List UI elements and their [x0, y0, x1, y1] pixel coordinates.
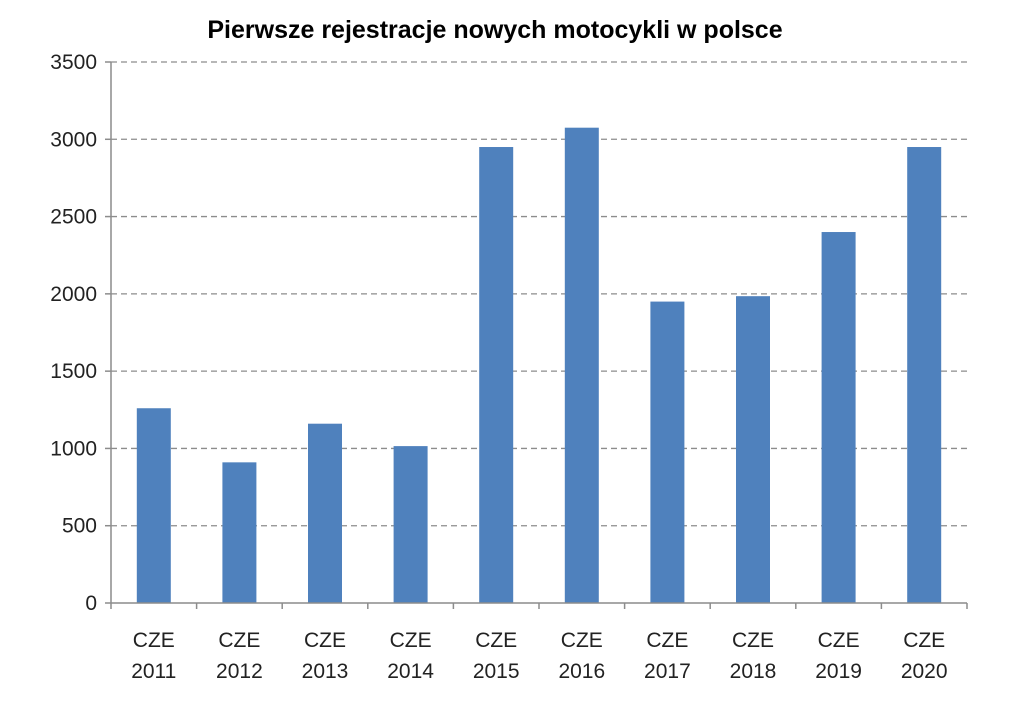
x-tick-label-line: 2015: [473, 660, 520, 683]
x-tick-label: CZE 2014: [387, 629, 434, 683]
x-tick-label-line: 2017: [644, 660, 691, 683]
bars: [136, 127, 942, 603]
y-tick-label: 2000: [50, 283, 97, 306]
x-tick-label-line: 2016: [558, 660, 605, 683]
x-tick-label-line: CZE: [390, 629, 432, 652]
x-tick-label-line: CZE: [561, 629, 603, 652]
y-tick-label: 0: [85, 592, 97, 615]
bar: [222, 462, 257, 603]
bar: [564, 127, 599, 603]
x-tick-label-line: CZE: [732, 629, 774, 652]
x-tick-label-line: CZE: [133, 629, 175, 652]
y-tick-label: 3500: [50, 51, 97, 74]
y-tick-label: 2500: [50, 206, 97, 229]
x-tick-label-line: 2019: [815, 660, 862, 683]
x-tick-label: CZE 2013: [302, 629, 349, 683]
x-tick-label-line: 2020: [901, 660, 948, 683]
x-tick-label-line: CZE: [304, 629, 346, 652]
y-tick-label: 1500: [50, 360, 97, 383]
x-tick-label: CZE 2019: [815, 629, 862, 683]
bar: [393, 446, 428, 603]
x-tick-label-line: 2012: [216, 660, 263, 683]
x-tick-label: CZE 2011: [131, 629, 176, 683]
x-tick-label-line: CZE: [818, 629, 860, 652]
x-tick-label: CZE 2015: [473, 629, 520, 683]
x-tick-label-line: 2018: [730, 660, 777, 683]
x-axis-labels: CZE 2011 CZE 2012 CZE 2013 CZE 2014 CZE 2015 CZE 20…: [131, 629, 947, 683]
x-tick-label-line: CZE: [646, 629, 688, 652]
y-tick-label: 500: [62, 515, 97, 538]
bar: [650, 301, 685, 603]
x-tick-label-line: CZE: [475, 629, 517, 652]
y-tick-label: 3000: [50, 128, 97, 151]
x-tick-label: CZE 2018: [730, 629, 777, 683]
x-tick-label-line: 2013: [302, 660, 349, 683]
bar: [308, 423, 342, 603]
x-tick-label: CZE 2017: [644, 629, 691, 683]
x-tick-label-line: 2011: [131, 660, 176, 683]
y-tick-label: 1000: [50, 437, 97, 460]
x-tick-label-line: CZE: [903, 629, 945, 652]
bar: [821, 232, 856, 603]
x-tick-label: CZE 2016: [558, 629, 605, 683]
x-tick-label: CZE 2020: [901, 629, 948, 683]
x-tick-label-line: CZE: [218, 629, 260, 652]
x-tick-label-line: 2014: [387, 660, 434, 683]
bar: [736, 296, 770, 603]
bar: [479, 147, 514, 603]
bar: [907, 147, 942, 603]
y-axis-ticks: 0 500 1000 1500 2000 2500 3000 3500: [50, 51, 111, 615]
chart-title: Pierwsze rejestracje nowych motocykli w …: [207, 16, 782, 44]
axes: [110, 62, 968, 609]
x-tick-label: CZE 2012: [216, 629, 263, 683]
bar: [136, 408, 171, 603]
